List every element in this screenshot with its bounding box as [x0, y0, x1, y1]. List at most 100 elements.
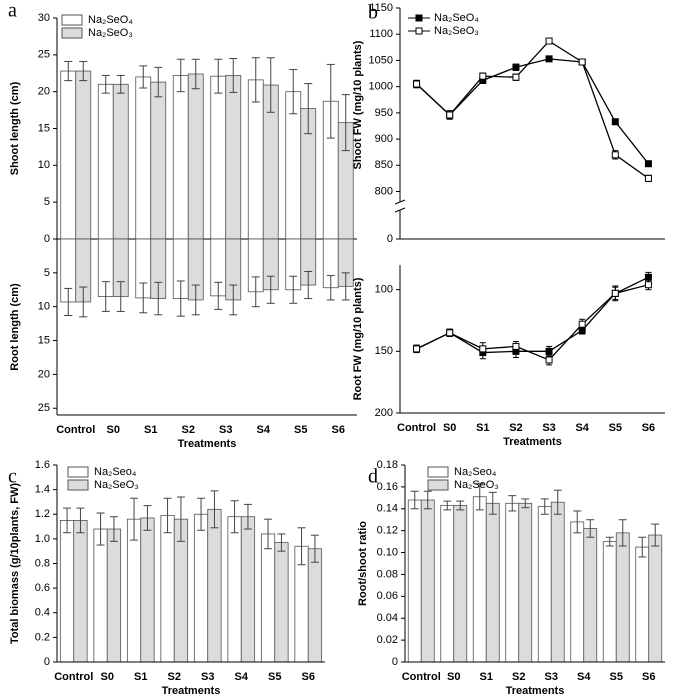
- legend-swatch: [67, 466, 89, 478]
- bar: [583, 528, 598, 663]
- y-tick-label: 0.14: [377, 503, 398, 515]
- bar: [140, 517, 155, 663]
- y-tick-label: 1.6: [35, 459, 50, 471]
- bar: [225, 75, 242, 240]
- y-tick-label: 0.18: [377, 459, 398, 471]
- y-tick-label: 30: [38, 12, 50, 24]
- y-tick-label: 1.4: [35, 484, 50, 496]
- y-tick-label: 1050: [369, 54, 393, 66]
- bar: [537, 506, 552, 663]
- bar: [453, 505, 468, 663]
- marker: [545, 55, 553, 63]
- bar: [247, 79, 264, 240]
- x-tick-label: Control: [402, 671, 441, 683]
- bar: [440, 505, 455, 663]
- x-tick-label: S2: [168, 671, 181, 683]
- y-tick-label: 0: [44, 233, 50, 245]
- x-tick-label: S3: [201, 671, 214, 683]
- y-tick-label: 150: [375, 345, 393, 357]
- y-tick-label: 0.02: [377, 634, 398, 646]
- y-tick-label: 200: [375, 407, 393, 419]
- bar: [172, 75, 189, 240]
- x-tick-label: S4: [577, 671, 591, 683]
- marker: [512, 73, 520, 81]
- x-tick-label: S0: [447, 671, 460, 683]
- bar: [648, 534, 663, 663]
- y-tick-label: 0.6: [35, 582, 50, 594]
- x-tick-label: S1: [480, 671, 493, 683]
- x-tick-label: Control: [56, 424, 95, 436]
- y-tick-label: 20: [38, 368, 50, 380]
- legend-swatch: [427, 479, 449, 491]
- y-tick-label: 20: [38, 86, 50, 98]
- marker: [512, 63, 520, 71]
- x-tick-label: S0: [443, 422, 456, 434]
- legend-label: Na₂Seo₄: [454, 466, 497, 478]
- x-tick-label: Control: [397, 422, 436, 434]
- bar: [207, 508, 222, 663]
- bar: [59, 520, 75, 663]
- axis-break: [394, 199, 406, 205]
- legend-swatch: [67, 479, 89, 491]
- y-tick-label: 1150: [369, 2, 393, 14]
- x-tick-label: S5: [294, 424, 307, 436]
- x-tick-label: S5: [610, 671, 623, 683]
- y-tick-label: 0.16: [377, 481, 398, 493]
- y-tick-label: 850: [375, 159, 393, 171]
- x-tick-label: S5: [609, 422, 622, 434]
- legend-marker: [415, 27, 423, 35]
- x-tick-label: S0: [107, 424, 120, 436]
- bar: [570, 521, 585, 663]
- marker: [578, 58, 586, 66]
- bar: [135, 76, 152, 240]
- bar: [187, 73, 204, 240]
- marker: [545, 356, 553, 364]
- x-tick-label: S4: [235, 671, 249, 683]
- legend-label: Na₂SeO₃: [454, 479, 499, 491]
- y-tick-label: 25: [38, 49, 50, 61]
- legend-swatch: [61, 27, 83, 39]
- bar: [210, 75, 227, 240]
- x-tick-label: S2: [509, 422, 522, 434]
- legend-label: Na₂Seo₄: [94, 466, 137, 478]
- x-axis-label: Treatments: [162, 685, 221, 697]
- y-axis-label: Total biomass (g/10plants, FW): [9, 483, 21, 644]
- x-tick-label: S5: [268, 671, 281, 683]
- marker: [446, 329, 454, 337]
- y-tick-label: 0.8: [35, 557, 50, 569]
- panel-label: a: [8, 0, 17, 22]
- x-tick-label: S6: [642, 671, 655, 683]
- marker: [512, 342, 520, 350]
- marker: [611, 118, 619, 126]
- y-axis-label: Shoot FW (mg/10 plants): [352, 40, 364, 169]
- y-tick-label: 25: [38, 402, 50, 414]
- marker: [479, 72, 487, 80]
- x-tick-label: Control: [54, 671, 93, 683]
- bar: [550, 501, 565, 663]
- bar: [93, 528, 108, 663]
- x-tick-label: S6: [642, 422, 655, 434]
- bar: [260, 533, 276, 663]
- bar: [150, 81, 167, 240]
- x-tick-label: S2: [512, 671, 525, 683]
- x-axis-label: Treatments: [178, 438, 237, 450]
- marker: [545, 347, 553, 355]
- x-tick-label: S6: [302, 671, 315, 683]
- y-tick-label: 0: [392, 656, 398, 668]
- y-tick-label: 10: [38, 159, 50, 171]
- marker: [545, 37, 553, 45]
- bar: [615, 532, 630, 663]
- legend-label: Na₂SeO₄: [434, 12, 479, 24]
- y-tick-label: 15: [38, 334, 50, 346]
- y-axis-label: Root/shoot ratio: [357, 521, 369, 606]
- marker: [413, 80, 421, 88]
- y-tick-label: 5: [44, 267, 50, 279]
- bar: [472, 496, 487, 663]
- line: [416, 276, 649, 354]
- y-tick-label: 1000: [369, 81, 393, 93]
- legend-label: Na₂SeO₃: [434, 25, 479, 37]
- panel-label: d: [368, 466, 378, 488]
- y-tick-label: 1.0: [35, 533, 50, 545]
- y-tick-label: 950: [375, 107, 393, 119]
- x-tick-label: S2: [182, 424, 195, 436]
